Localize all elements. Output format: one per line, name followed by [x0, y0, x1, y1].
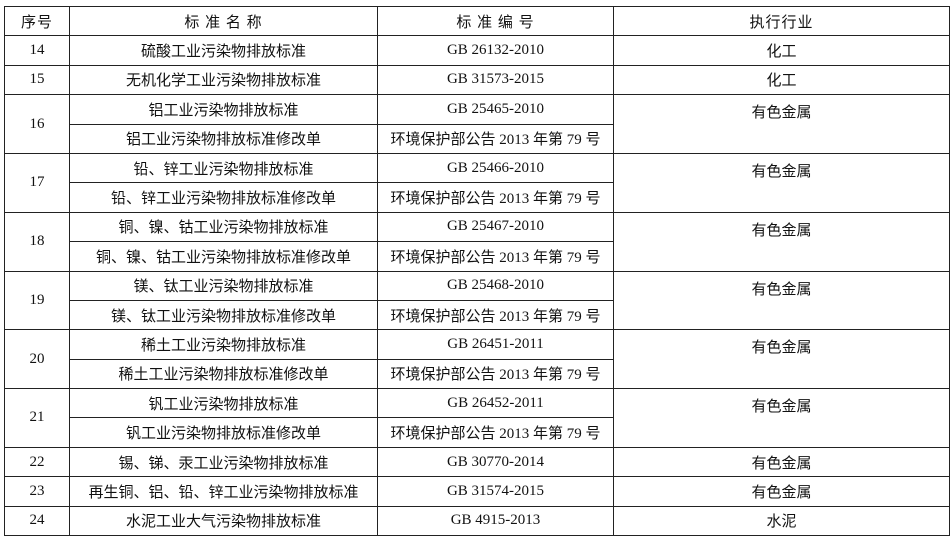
- row-number: 15: [4, 64, 70, 96]
- table-row: 铅、锌工业污染物排放标准修改单 环境保护部公告 2013 年第 79 号: [5, 182, 950, 213]
- header-name: 标 准 名 称: [69, 5, 378, 37]
- industry: 有色金属: [613, 329, 950, 390]
- row-number: 17: [4, 152, 70, 213]
- row-number: 23: [4, 476, 70, 507]
- standard-name: 钒工业污染物排放标准: [69, 388, 378, 419]
- standard-name: 铝工业污染物排放标准修改单: [69, 123, 378, 154]
- standard-code: GB 26132-2010: [377, 35, 614, 66]
- table-row: 22 锡、锑、汞工业污染物排放标准 GB 30770-2014 有色金属: [4, 446, 950, 478]
- table-row: 铜、镍、钴工业污染物排放标准修改单 环境保护部公告 2013 年第 79 号: [5, 241, 950, 272]
- standard-name: 铜、镍、钴工业污染物排放标准: [69, 211, 378, 243]
- industry: 有色金属: [613, 270, 950, 331]
- industry: 有色金属: [613, 94, 950, 154]
- row-number: 16: [4, 94, 70, 154]
- standard-code: GB 25465-2010: [377, 94, 614, 125]
- header-no: 序号: [4, 5, 70, 37]
- table-row: 14 硫酸工业污染物排放标准 GB 26132-2010 化工: [4, 35, 950, 66]
- standard-code: 环境保护部公告 2013 年第 79 号: [377, 241, 614, 272]
- standard-code: 环境保护部公告 2013 年第 79 号: [377, 123, 614, 154]
- standard-name: 铝工业污染物排放标准: [69, 94, 378, 125]
- industry: 化工: [613, 35, 950, 66]
- industry: 化工: [613, 64, 950, 96]
- table-row: 钒工业污染物排放标准修改单 环境保护部公告 2013 年第 79 号: [5, 417, 950, 448]
- industry: 水泥: [613, 505, 950, 537]
- row-number: 22: [4, 446, 70, 478]
- standard-name: 镁、钛工业污染物排放标准: [69, 270, 378, 301]
- standard-name: 稀土工业污染物排放标准修改单: [69, 358, 378, 390]
- header-code: 标 准 编 号: [377, 5, 614, 37]
- table-row: 23 再生铜、铝、铅、锌工业污染物排放标准 GB 31574-2015 有色金属: [4, 476, 950, 507]
- industry: 有色金属: [613, 211, 950, 272]
- table-row: 镁、钛工业污染物排放标准修改单 环境保护部公告 2013 年第 79 号: [5, 299, 950, 331]
- standard-name: 硫酸工业污染物排放标准: [69, 35, 378, 66]
- standard-code: GB 25466-2010: [377, 152, 614, 184]
- row-number: 24: [4, 505, 70, 537]
- standard-name: 镁、钛工业污染物排放标准修改单: [69, 299, 378, 331]
- table-row: 18 铜、镍、钴工业污染物排放标准 GB 25467-2010 有色金属: [4, 211, 950, 272]
- standard-code: GB 31573-2015: [377, 64, 614, 96]
- table-row: 稀土工业污染物排放标准修改单 环境保护部公告 2013 年第 79 号: [5, 358, 950, 390]
- row-number: 18: [4, 211, 70, 272]
- industry: 有色金属: [613, 152, 950, 213]
- standard-name: 无机化学工业污染物排放标准: [69, 64, 378, 96]
- standard-code: GB 25468-2010: [377, 270, 614, 301]
- table-row: 17 铅、锌工业污染物排放标准 GB 25466-2010 有色金属: [4, 152, 950, 213]
- row-number: 20: [4, 329, 70, 390]
- table-row: 20 稀土工业污染物排放标准 GB 26451-2011 有色金属: [4, 329, 950, 390]
- row-number: 14: [4, 35, 70, 66]
- standard-code: 环境保护部公告 2013 年第 79 号: [377, 299, 614, 331]
- header-row: 序号 标 准 名 称 标 准 编 号 执行行业: [4, 5, 950, 37]
- table-row: 15 无机化学工业污染物排放标准 GB 31573-2015 化工: [4, 64, 950, 96]
- row-number: 21: [4, 388, 70, 448]
- table-row: 铝工业污染物排放标准修改单 环境保护部公告 2013 年第 79 号: [5, 123, 950, 154]
- industry: 有色金属: [613, 388, 950, 448]
- standard-code: GB 30770-2014: [377, 446, 614, 478]
- table-body: 14 硫酸工业污染物排放标准 GB 26132-2010 化工 15 无机化学工业污染物排…: [4, 35, 950, 537]
- industry: 有色金属: [613, 446, 950, 478]
- header-industry: 执行行业: [613, 5, 950, 37]
- standard-name: 铅、锌工业污染物排放标准修改单: [69, 182, 378, 213]
- standard-code: GB 4915-2013: [377, 505, 614, 537]
- table-row: 16 铝工业污染物排放标准 GB 25465-2010 有色金属: [4, 94, 950, 154]
- standard-name: 再生铜、铝、铅、锌工业污染物排放标准: [69, 476, 378, 507]
- standard-code: GB 25467-2010: [377, 211, 614, 243]
- standard-name: 铜、镍、钴工业污染物排放标准修改单: [69, 241, 378, 272]
- standard-name: 钒工业污染物排放标准修改单: [69, 417, 378, 448]
- standard-code: 环境保护部公告 2013 年第 79 号: [377, 182, 614, 213]
- standard-code: GB 26452-2011: [377, 388, 614, 419]
- standard-code: GB 26451-2011: [377, 329, 614, 360]
- table-row: 24 水泥工业大气污染物排放标准 GB 4915-2013 水泥: [4, 505, 950, 537]
- standard-name: 锡、锑、汞工业污染物排放标准: [69, 446, 378, 478]
- table-row: 21 钒工业污染物排放标准 GB 26452-2011 有色金属: [4, 388, 950, 448]
- standard-name: 铅、锌工业污染物排放标准: [69, 152, 378, 184]
- standard-code: 环境保护部公告 2013 年第 79 号: [377, 417, 614, 448]
- standard-name: 稀土工业污染物排放标准: [69, 329, 378, 360]
- standards-table: 序号 标 准 名 称 标 准 编 号 执行行业 14 硫酸工业污染物排放标准 GB …: [4, 5, 950, 537]
- standard-code: GB 31574-2015: [377, 476, 614, 507]
- industry: 有色金属: [613, 476, 950, 507]
- row-number: 19: [4, 270, 70, 331]
- standard-name: 水泥工业大气污染物排放标准: [69, 505, 378, 537]
- table-row: 19 镁、钛工业污染物排放标准 GB 25468-2010 有色金属: [4, 270, 950, 331]
- standard-code: 环境保护部公告 2013 年第 79 号: [377, 358, 614, 390]
